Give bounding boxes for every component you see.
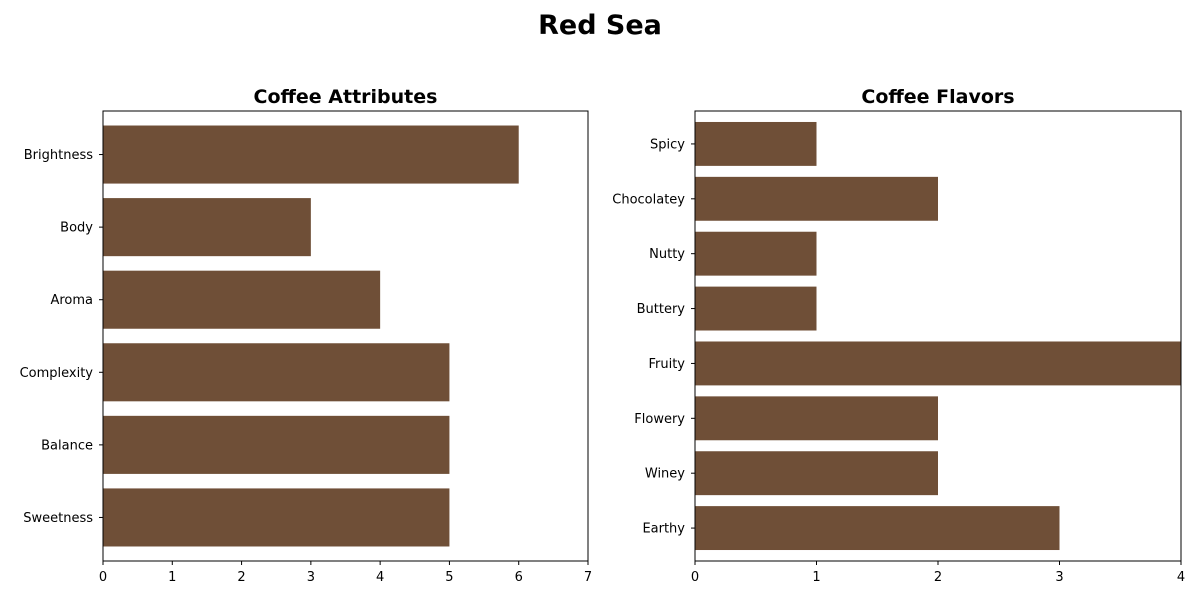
x-tick-label-4: 4 [376,570,384,585]
y-tick-label-winey: Winey [645,467,685,482]
y-tick-label-aroma: Aroma [50,293,93,308]
bar-body [103,198,311,257]
y-tick-label-body: Body [60,221,93,236]
bar-complexity [103,343,450,402]
bar-sweetness [103,488,450,547]
x-tick-label-0: 0 [99,570,107,585]
chart-title-coffee-flavors: Coffee Flavors [861,86,1014,108]
bar-nutty [695,231,817,276]
bar-spicy [695,121,817,166]
y-tick-label-balance: Balance [41,438,93,453]
x-tick-label-2: 2 [237,570,245,585]
x-tick-label-7: 7 [584,570,592,585]
chart-title-coffee-attributes: Coffee Attributes [254,86,438,108]
y-tick-label-nutty: Nutty [649,247,685,262]
y-tick-label-chocolatey: Chocolatey [612,192,685,207]
x-tick-label-6: 6 [515,570,523,585]
x-tick-label-2: 2 [934,570,942,585]
figure-title: Red Sea [538,10,662,41]
bar-chocolatey [695,176,938,221]
y-tick-label-brightness: Brightness [24,148,93,163]
bar-balance [103,415,450,474]
x-tick-label-3: 3 [1055,570,1063,585]
x-tick-label-4: 4 [1177,570,1185,585]
bar-winey [695,451,938,496]
x-tick-label-0: 0 [691,570,699,585]
y-tick-label-flowery: Flowery [634,412,685,427]
plot-frame [694,110,1182,562]
x-tick-label-3: 3 [307,570,315,585]
y-tick-label-sweetness: Sweetness [23,511,93,526]
y-tick-label-earthy: Earthy [642,522,685,537]
x-tick-label-1: 1 [812,570,820,585]
x-tick-label-5: 5 [445,570,453,585]
bar-aroma [103,270,381,329]
y-tick-label-spicy: Spicy [650,137,685,152]
y-tick-label-complexity: Complexity [20,366,94,381]
bar-fruity [695,341,1181,386]
y-tick-label-buttery: Buttery [637,302,686,317]
x-tick-label-1: 1 [168,570,176,585]
chart-coffee-flavors: Coffee Flavors Spicy Chocolatey Nutty Butter… [612,86,1185,585]
plot-frame [102,110,589,562]
bar-buttery [695,286,817,331]
y-tick-label-fruity: Fruity [648,357,685,372]
bar-flowery [695,396,938,441]
bar-earthy [695,506,1060,551]
bar-brightness [103,125,519,184]
chart-coffee-attributes: Coffee Attributes Brightness Body Aroma Comp… [20,86,593,585]
